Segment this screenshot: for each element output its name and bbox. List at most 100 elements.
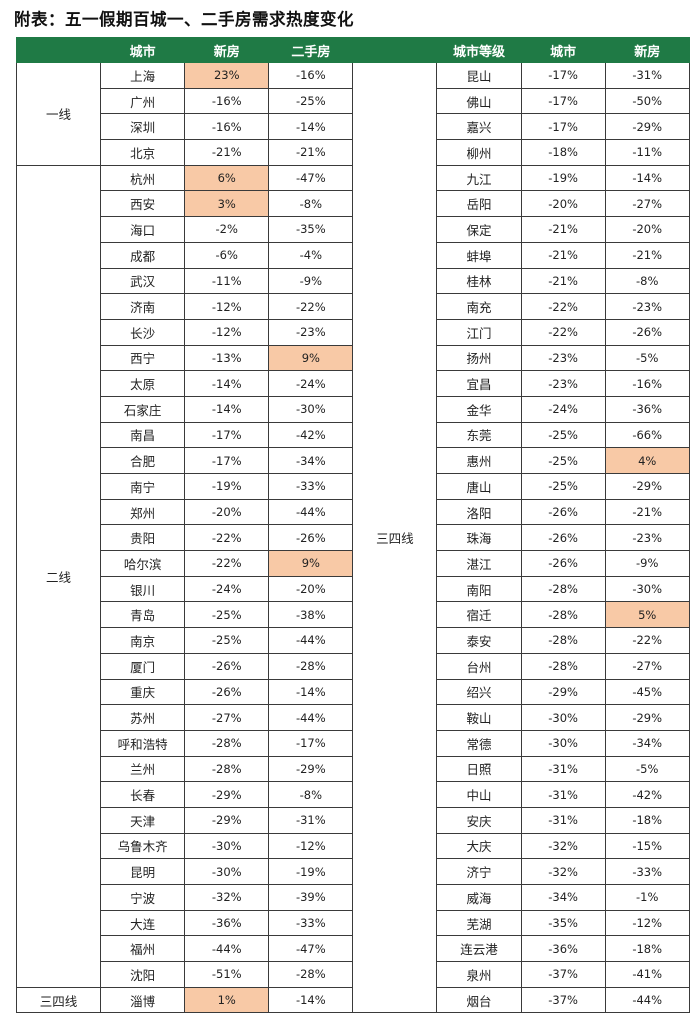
city-cell: 珠海 bbox=[436, 524, 522, 552]
new-house-cell: -6% bbox=[184, 241, 270, 269]
city-cell: 烟台 bbox=[436, 986, 522, 1014]
second-hand-cell: -47% bbox=[268, 164, 354, 192]
new-house-cell: -51% bbox=[184, 961, 270, 988]
new-house-cell: -31% bbox=[520, 806, 606, 834]
table-row: 南京 -25% -44% 泰安 -28% -22% bbox=[17, 627, 690, 654]
new-house-cell: -22% bbox=[184, 524, 270, 552]
new-house-cell: -30% bbox=[520, 704, 606, 731]
new-house-cell: -20% bbox=[520, 190, 606, 218]
table-row: 宁波 -32% -39% 威海 -34% -1% bbox=[17, 884, 690, 911]
city-cell: 大庆 bbox=[436, 832, 522, 860]
new-house-cell: -17% bbox=[520, 87, 606, 115]
city-cell: 南阳 bbox=[436, 575, 522, 603]
table-row: 南宁 -19% -33% 唐山 -25% -29% bbox=[17, 473, 690, 500]
city-cell: 蚌埠 bbox=[436, 241, 522, 269]
city-cell: 广州 bbox=[100, 87, 186, 115]
city-cell: 青岛 bbox=[100, 601, 186, 629]
second-hand-cell: -42% bbox=[268, 421, 354, 449]
second-hand-cell: -22% bbox=[268, 293, 354, 320]
city-cell: 桂林 bbox=[436, 267, 522, 295]
new-house-cell: -30% bbox=[184, 858, 270, 885]
new-house-cell: -14% bbox=[184, 370, 270, 397]
second-hand-cell: 5% bbox=[604, 601, 690, 629]
second-hand-cell: 9% bbox=[268, 344, 354, 372]
second-hand-cell: -8% bbox=[268, 190, 354, 218]
city-cell: 扬州 bbox=[436, 344, 522, 372]
second-hand-cell: -27% bbox=[604, 190, 690, 218]
second-hand-cell: -16% bbox=[268, 62, 354, 89]
new-house-cell: -25% bbox=[184, 601, 270, 629]
new-house-cell: -18% bbox=[520, 139, 606, 166]
second-hand-cell: -44% bbox=[604, 986, 690, 1014]
new-house-cell: -22% bbox=[520, 293, 606, 320]
table-row: 沈阳 -51% -28% 泉州 -37% -41% bbox=[17, 961, 690, 988]
new-house-cell: -17% bbox=[520, 113, 606, 141]
city-cell: 天津 bbox=[100, 806, 186, 834]
city-cell: 上海 bbox=[100, 62, 186, 89]
new-house-cell: -32% bbox=[520, 858, 606, 885]
city-cell: 威海 bbox=[436, 884, 522, 911]
second-hand-cell: -18% bbox=[604, 935, 690, 963]
new-house-cell: -37% bbox=[520, 986, 606, 1014]
new-house-cell: -17% bbox=[520, 62, 606, 89]
city-cell: 南京 bbox=[100, 627, 186, 654]
new-house-cell: -26% bbox=[520, 498, 606, 526]
new-house-cell: -26% bbox=[520, 550, 606, 577]
new-house-cell: -26% bbox=[520, 524, 606, 552]
new-house-cell: -12% bbox=[184, 318, 270, 346]
second-hand-cell: -19% bbox=[268, 858, 354, 885]
table-row: 哈尔滨 -22% 9% 湛江 -26% -9% bbox=[17, 550, 690, 577]
new-house-cell: -32% bbox=[184, 884, 270, 911]
second-hand-cell: -17% bbox=[268, 729, 354, 757]
city-cell: 银川 bbox=[100, 575, 186, 603]
second-hand-cell: -33% bbox=[604, 858, 690, 885]
new-house-cell: -26% bbox=[184, 652, 270, 680]
second-hand-cell: -9% bbox=[604, 550, 690, 577]
city-cell: 乌鲁木齐 bbox=[100, 832, 186, 860]
new-house-cell: -21% bbox=[184, 139, 270, 166]
second-hand-cell: -21% bbox=[604, 241, 690, 269]
header-cell: 城市 bbox=[520, 37, 606, 63]
second-hand-cell: -21% bbox=[268, 139, 354, 166]
city-cell: 江门 bbox=[436, 318, 522, 346]
city-cell: 安庆 bbox=[436, 806, 522, 834]
new-house-cell: -22% bbox=[520, 318, 606, 346]
second-hand-cell: -47% bbox=[268, 935, 354, 963]
city-cell: 海口 bbox=[100, 216, 186, 243]
city-cell: 长沙 bbox=[100, 318, 186, 346]
new-house-cell: -31% bbox=[520, 781, 606, 808]
new-house-cell: -28% bbox=[520, 627, 606, 654]
city-cell: 南宁 bbox=[100, 473, 186, 500]
second-hand-cell: 9% bbox=[268, 550, 354, 577]
second-hand-cell: -23% bbox=[268, 318, 354, 346]
new-house-cell: -21% bbox=[520, 267, 606, 295]
new-house-cell: -24% bbox=[520, 395, 606, 423]
second-hand-cell: -33% bbox=[268, 909, 354, 937]
tier-cell: 一线 bbox=[15, 62, 102, 166]
city-cell: 东莞 bbox=[436, 421, 522, 449]
table-row: 西宁 -13% 9% 扬州 -23% -5% bbox=[17, 344, 690, 372]
second-hand-cell: -25% bbox=[268, 87, 354, 115]
tier-cell: 三四线 bbox=[15, 986, 102, 1014]
city-cell: 惠州 bbox=[436, 447, 522, 474]
new-house-cell: -26% bbox=[184, 678, 270, 706]
city-cell: 连云港 bbox=[436, 935, 522, 963]
new-house-cell: -19% bbox=[184, 473, 270, 500]
second-hand-cell: -31% bbox=[604, 62, 690, 89]
city-cell: 呼和浩特 bbox=[100, 729, 186, 757]
second-hand-cell: -45% bbox=[604, 678, 690, 706]
second-hand-cell: -16% bbox=[604, 370, 690, 397]
table-row: 二线 杭州 6% -47% 九江 -19% -14% bbox=[15, 164, 690, 988]
second-hand-cell: -11% bbox=[604, 139, 690, 166]
new-house-cell: 1% bbox=[184, 986, 270, 1014]
table-row: 厦门 -26% -28% 台州 -28% -27% bbox=[17, 652, 690, 680]
second-hand-cell: -42% bbox=[604, 781, 690, 808]
new-house-cell: -23% bbox=[520, 370, 606, 397]
city-cell: 芜湖 bbox=[436, 909, 522, 937]
table-row: 乌鲁木齐 -30% -12% 大庆 -32% -15% bbox=[17, 832, 690, 860]
second-hand-cell: -5% bbox=[604, 755, 690, 783]
header-cell: 城市 bbox=[100, 37, 186, 63]
new-house-cell: -44% bbox=[184, 935, 270, 963]
new-house-cell: -34% bbox=[520, 884, 606, 911]
second-hand-cell: -50% bbox=[604, 87, 690, 115]
